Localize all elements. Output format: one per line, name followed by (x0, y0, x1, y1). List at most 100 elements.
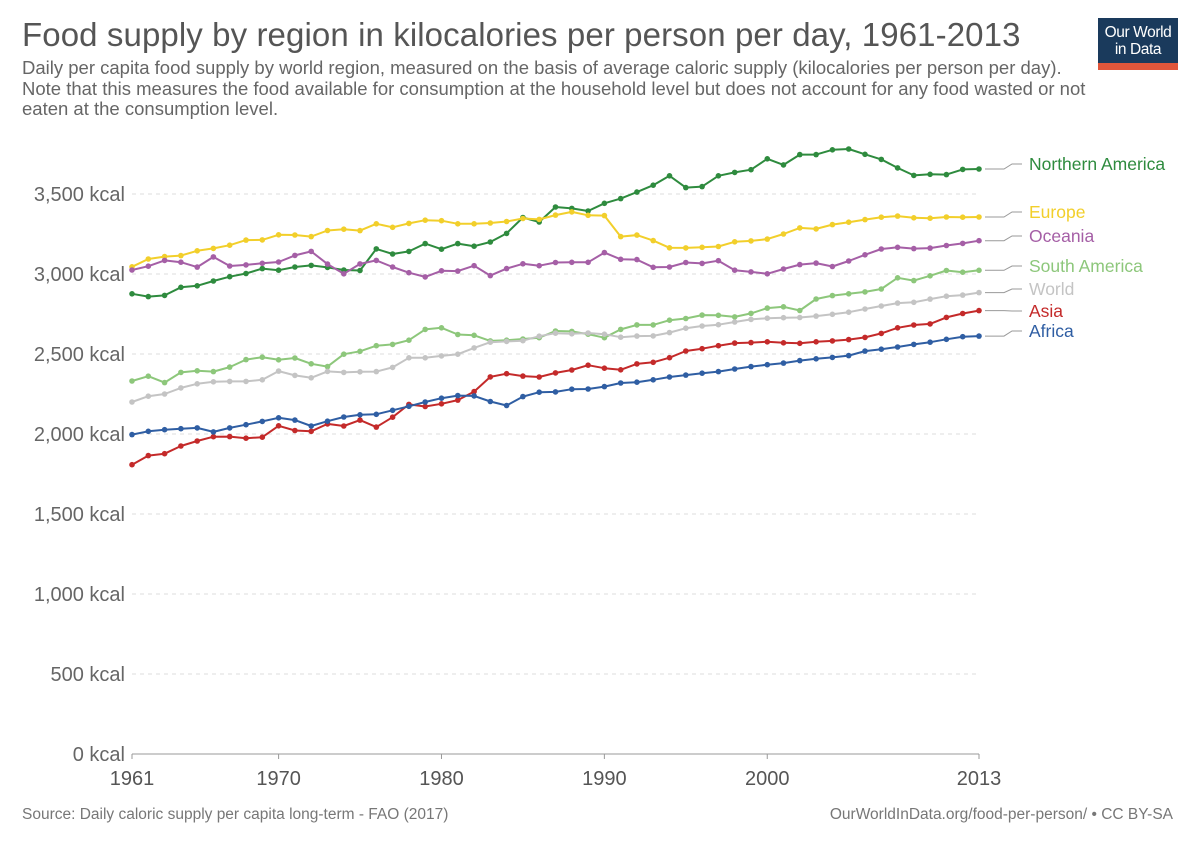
data-point-asia[interactable] (552, 370, 559, 376)
data-point-asia[interactable] (389, 414, 396, 421)
data-point-south-america[interactable] (308, 361, 315, 367)
data-point-south-america[interactable] (471, 332, 477, 339)
series-line-northern-america[interactable] (131, 148, 980, 298)
data-point-south-america[interactable] (813, 296, 819, 302)
data-point-south-america[interactable] (259, 354, 266, 361)
data-point-europe[interactable] (699, 244, 705, 251)
data-point-africa[interactable] (699, 370, 705, 377)
data-point-europe[interactable] (911, 215, 917, 221)
data-point-oceania[interactable] (373, 257, 380, 264)
legend-label-europe[interactable]: Europe (1029, 202, 1085, 222)
data-point-asia[interactable] (373, 424, 380, 430)
data-point-africa[interactable] (894, 344, 901, 350)
data-point-south-america[interactable] (764, 305, 771, 311)
data-point-europe[interactable] (617, 233, 624, 240)
data-point-oceania[interactable] (764, 271, 771, 277)
series-northern-america[interactable] (129, 146, 982, 300)
data-point-asia[interactable] (943, 314, 950, 321)
data-point-africa[interactable] (683, 372, 689, 378)
data-point-northern-america[interactable] (748, 166, 754, 173)
data-point-africa[interactable] (406, 403, 412, 410)
data-point-world[interactable] (275, 368, 282, 374)
data-point-europe[interactable] (813, 226, 819, 232)
data-point-europe[interactable] (731, 239, 738, 245)
data-point-europe[interactable] (683, 245, 689, 251)
data-point-asia[interactable] (275, 423, 282, 429)
data-point-south-america[interactable] (438, 325, 445, 331)
data-point-world[interactable] (210, 379, 217, 385)
data-point-northern-america[interactable] (129, 291, 135, 297)
legend-label-asia[interactable]: Asia (1029, 301, 1063, 321)
data-point-northern-america[interactable] (764, 156, 771, 162)
data-point-northern-america[interactable] (438, 246, 445, 252)
data-point-oceania[interactable] (145, 263, 152, 270)
data-point-africa[interactable] (243, 421, 249, 428)
data-point-northern-america[interactable] (292, 264, 298, 270)
data-point-northern-america[interactable] (845, 146, 852, 152)
data-point-world[interactable] (894, 300, 901, 306)
data-point-africa[interactable] (487, 398, 494, 405)
data-point-south-america[interactable] (862, 289, 868, 295)
data-point-world[interactable] (666, 329, 673, 336)
data-point-africa[interactable] (438, 395, 445, 402)
data-point-oceania[interactable] (422, 274, 429, 280)
data-point-world[interactable] (226, 378, 233, 385)
data-point-northern-america[interactable] (178, 284, 184, 291)
our-world-in-data-logo[interactable]: Our World in Data (1098, 18, 1178, 70)
data-point-africa[interactable] (503, 402, 510, 409)
data-point-asia[interactable] (145, 452, 152, 459)
data-point-oceania[interactable] (927, 245, 933, 251)
data-point-africa[interactable] (927, 339, 933, 346)
data-point-northern-america[interactable] (585, 208, 591, 214)
data-point-oceania[interactable] (226, 263, 233, 269)
data-point-oceania[interactable] (666, 264, 673, 270)
data-point-europe[interactable] (389, 224, 396, 231)
data-point-asia[interactable] (585, 362, 591, 369)
data-point-oceania[interactable] (455, 268, 461, 274)
data-point-europe[interactable] (178, 252, 184, 259)
data-point-africa[interactable] (308, 423, 315, 429)
data-point-world[interactable] (959, 292, 966, 298)
data-point-world[interactable] (715, 321, 722, 328)
data-point-world[interactable] (764, 315, 771, 322)
data-point-world[interactable] (569, 331, 575, 337)
data-point-asia[interactable] (894, 325, 901, 331)
data-point-europe[interactable] (601, 212, 608, 219)
data-point-asia[interactable] (292, 427, 298, 434)
data-point-northern-america[interactable] (210, 278, 217, 284)
data-point-world[interactable] (683, 325, 689, 332)
data-point-asia[interactable] (666, 354, 673, 361)
data-point-asia[interactable] (536, 374, 542, 380)
data-point-northern-america[interactable] (715, 173, 722, 179)
data-point-europe[interactable] (976, 214, 982, 220)
data-point-world[interactable] (178, 385, 184, 391)
data-point-africa[interactable] (764, 361, 771, 368)
data-point-africa[interactable] (145, 428, 152, 435)
data-point-south-america[interactable] (634, 322, 640, 328)
data-point-south-america[interactable] (780, 304, 787, 310)
data-point-oceania[interactable] (731, 267, 738, 274)
data-point-world[interactable] (943, 293, 950, 300)
data-point-northern-america[interactable] (650, 182, 656, 188)
data-point-world[interactable] (552, 330, 559, 337)
data-point-world[interactable] (699, 323, 705, 329)
data-point-world[interactable] (845, 309, 852, 316)
data-point-asia[interactable] (487, 374, 494, 380)
data-point-northern-america[interactable] (862, 151, 868, 158)
data-point-northern-america[interactable] (308, 262, 315, 269)
data-point-northern-america[interactable] (243, 270, 249, 277)
data-point-world[interactable] (324, 368, 331, 375)
data-point-world[interactable] (911, 299, 917, 306)
data-point-europe[interactable] (194, 248, 200, 254)
data-point-africa[interactable] (666, 374, 673, 380)
data-point-oceania[interactable] (829, 263, 836, 270)
data-point-northern-america[interactable] (699, 183, 705, 190)
data-point-world[interactable] (389, 364, 396, 371)
data-point-africa[interactable] (422, 399, 429, 405)
data-point-world[interactable] (617, 334, 624, 341)
data-point-world[interactable] (341, 369, 347, 376)
data-point-europe[interactable] (324, 227, 331, 234)
data-point-africa[interactable] (341, 414, 347, 420)
data-point-northern-america[interactable] (634, 189, 640, 195)
data-point-world[interactable] (503, 338, 510, 345)
